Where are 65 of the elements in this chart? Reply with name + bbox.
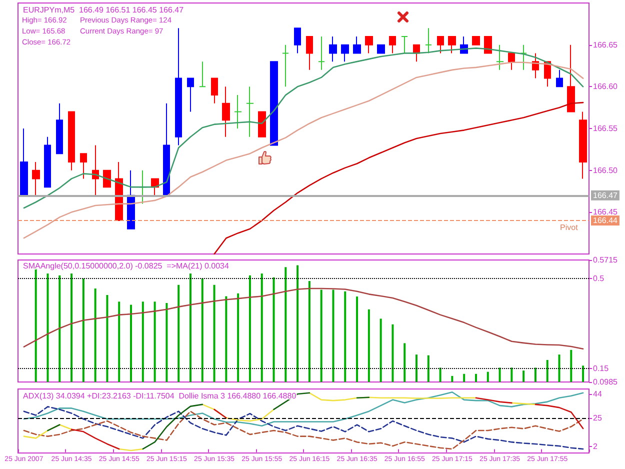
y-tick-label: 166.45: [593, 208, 618, 217]
candlestick: [520, 44, 527, 70]
y-tick-label: 2: [593, 442, 598, 452]
candlestick: [163, 102, 170, 196]
y-tick-label: 0.5715: [593, 256, 618, 264]
line-series: [23, 288, 584, 350]
candlestick: [377, 44, 385, 54]
candlestick: [353, 36, 361, 54]
chart-title: ADX(13) 34.0394 +DI:23.2163 -DI:11.7504 Dollie Isma 3 166.4880 166.4880: [23, 392, 297, 400]
ref-line-label: 166.44: [593, 216, 618, 226]
candlestick: [68, 111, 75, 171]
candlestick: [211, 78, 218, 104]
candlestick: [282, 44, 289, 88]
chart-title: SMAAngle(50,0.15000000,2.0) -0.0825 =>MA(21) 0.0034: [23, 262, 230, 270]
y-tick-label: 0.0985: [593, 378, 618, 386]
candlestick: [175, 28, 182, 146]
candlestick: [222, 86, 230, 138]
candlestick: [20, 128, 28, 196]
candlestick: [306, 36, 313, 70]
candlestick: [151, 178, 159, 196]
candlestick: [484, 36, 492, 54]
candlestick: [341, 44, 349, 62]
candlestick: [44, 136, 51, 188]
y-tick-label: 166.60: [593, 82, 618, 92]
candlestick: [80, 153, 87, 180]
candlestick: [437, 36, 444, 54]
candlestick: [389, 36, 396, 54]
line-series: [214, 102, 584, 255]
y-tick-label: 0.5: [593, 274, 605, 283]
chart-title: EURJPYm,M5 166.49 166.51 166.45 166.47: [23, 6, 184, 14]
candlestick: [32, 161, 40, 196]
y-tick-label: 166.55: [593, 124, 618, 133]
candlestick: [508, 52, 515, 70]
candlestick: [56, 102, 63, 154]
candlestick: [567, 44, 575, 112]
line-series: [23, 48, 584, 209]
candlestick: [246, 86, 254, 138]
candlestick: [199, 61, 206, 88]
y-tick-label: 44: [593, 390, 602, 399]
candlestick: [258, 111, 266, 138]
candlestick: [365, 36, 373, 54]
y-tick-label: 166.65: [593, 40, 618, 50]
candlestick: [425, 28, 432, 54]
candlestick: [496, 44, 504, 70]
candlestick: [187, 78, 194, 112]
y-tick-label: 25: [593, 413, 602, 422]
candlestick: [579, 111, 587, 180]
candlestick: [556, 69, 563, 88]
y-tick-label: 166.50: [593, 166, 618, 175]
candlestick: [92, 144, 99, 196]
y-tick-label: 0.15: [593, 364, 610, 374]
candlestick: [318, 36, 325, 70]
line-series: [23, 62, 584, 239]
candlestick: [234, 94, 242, 129]
candlestick: [448, 36, 456, 54]
candlestick: [401, 36, 408, 54]
candlestick: [103, 170, 111, 188]
candlestick: [329, 36, 337, 62]
candlestick: [472, 36, 480, 46]
annotation: Pivot: [560, 223, 579, 232]
candlestick: [413, 44, 420, 62]
candlestick: [270, 61, 278, 146]
candlestick: [294, 28, 301, 54]
line-series: [23, 391, 584, 427]
ref-line-label: 166.47: [593, 190, 618, 200]
